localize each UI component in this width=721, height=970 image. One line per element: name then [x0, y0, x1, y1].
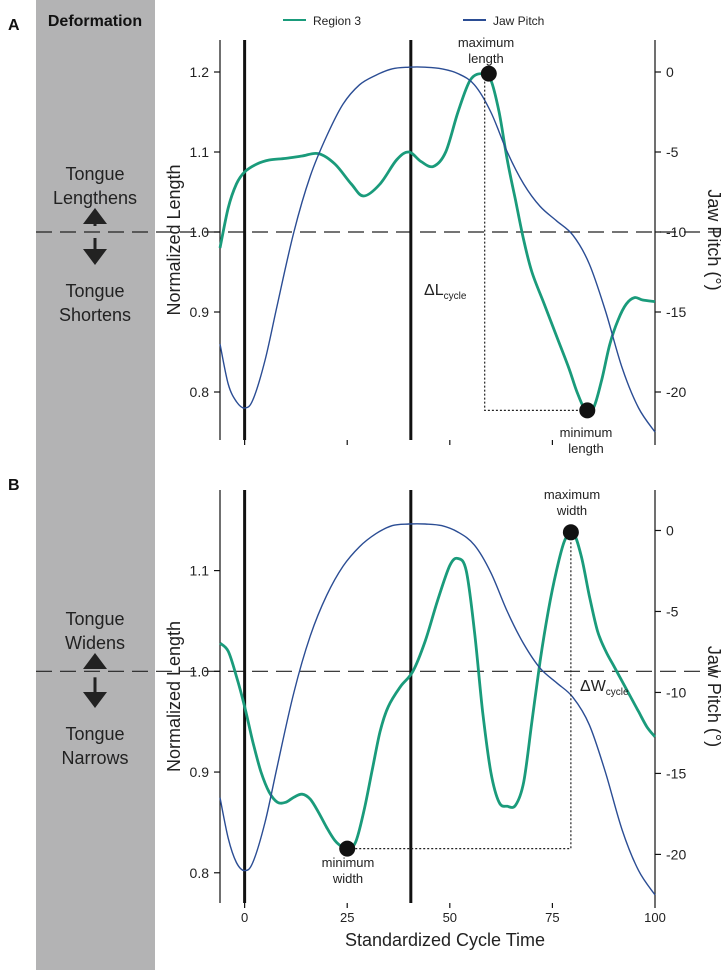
- x-tick-label: 0: [241, 910, 248, 925]
- y2-tick-label: -20: [666, 846, 686, 862]
- max-annotation-line: width: [556, 503, 587, 518]
- x-tick-label: 100: [644, 910, 666, 925]
- y-tick-label: 1.0: [190, 224, 210, 240]
- deformation-down-label: Tongue Narrows: [61, 724, 128, 768]
- y2-tick-label: 0: [666, 522, 674, 538]
- legend-label-jaw: Jaw Pitch: [493, 14, 544, 28]
- y2-tick-label: 0: [666, 64, 674, 80]
- series-jaw-pitch: [219, 66, 656, 433]
- max-marker: [480, 65, 497, 82]
- deformation-up-line: Tongue: [65, 609, 124, 629]
- arrow-down-icon: [83, 249, 107, 265]
- max-annotation-label: maximum width: [544, 487, 600, 518]
- deformation-up-label: Tongue Lengthens: [53, 164, 137, 208]
- delta-subscript: cycle: [606, 687, 629, 698]
- y2-tick-label: -5: [666, 603, 679, 619]
- delta-subscript: cycle: [444, 291, 467, 302]
- y-tick-label: 1.1: [190, 563, 210, 579]
- y-tick-label: 1.2: [190, 64, 210, 80]
- series-region-3: [218, 72, 656, 414]
- delta-label: ΔLcycle: [424, 282, 467, 302]
- min-annotation-line: width: [332, 871, 363, 886]
- panel-b: B Tongue Widens Tongue Narrows 0.8 0.9 1.0 1.1 0 -…: [8, 477, 721, 925]
- x-axis-label: Standardized Cycle Time: [345, 930, 545, 950]
- y-tick-label: 1.0: [190, 663, 210, 679]
- y-tick-label: 0.8: [190, 865, 210, 881]
- min-annotation-line: minimum: [560, 425, 613, 440]
- series-region-3: [219, 530, 657, 851]
- deformation-up-label: Tongue Widens: [65, 609, 125, 653]
- deformation-down-line: Tongue: [65, 724, 124, 744]
- max-annotation-line: maximum: [544, 487, 600, 502]
- min-annotation-line: minimum: [322, 855, 375, 870]
- deformation-down-line: Tongue: [65, 281, 124, 301]
- y2-axis-label: Jaw Pitch (°): [704, 646, 721, 747]
- y-tick-label: 0.9: [190, 304, 210, 320]
- y-axis-label: Normalized Length: [164, 164, 184, 315]
- deformation-down-label: Tongue Shortens: [59, 281, 131, 325]
- y2-tick-label: -5: [666, 144, 679, 160]
- y-tick-label: 0.8: [190, 384, 210, 400]
- deformation-down-line: Narrows: [61, 748, 128, 768]
- panel-label: B: [8, 477, 20, 494]
- y-tick-label: 0.9: [190, 764, 210, 780]
- y-tick-label: 1.1: [190, 144, 210, 160]
- y2-tick-label: -15: [666, 765, 686, 781]
- min-annotation-label: minimum length: [560, 425, 613, 456]
- delta-label: ΔWcycle: [580, 678, 629, 698]
- x-tick-label: 50: [443, 910, 457, 925]
- min-annotation-line: length: [568, 441, 603, 456]
- series-jaw-pitch: [219, 523, 656, 896]
- y2-tick-label: -20: [666, 384, 686, 400]
- deformation-up-line: Lengthens: [53, 188, 137, 208]
- arrow-down-icon: [83, 692, 107, 708]
- min-marker: [339, 840, 356, 857]
- y2-tick-label: -10: [666, 684, 686, 700]
- x-tick-label: 25: [340, 910, 354, 925]
- max-annotation-line: maximum: [458, 35, 514, 50]
- max-annotation-label: maximum length: [458, 35, 514, 66]
- deformation-up-line: Widens: [65, 633, 125, 653]
- max-annotation-line: length: [468, 51, 503, 66]
- y2-tick-label: -15: [666, 304, 686, 320]
- y-axis-label: Normalized Length: [164, 621, 184, 772]
- sidebar-title: Deformation: [48, 13, 142, 30]
- panel-label: A: [8, 17, 20, 34]
- x-tick-label: 75: [545, 910, 559, 925]
- delta-symbol: ΔL: [424, 282, 444, 299]
- legend-label-region: Region 3: [313, 14, 361, 28]
- arrow-up-icon: [83, 208, 107, 224]
- arrow-up-icon: [83, 653, 107, 669]
- y2-axis-label: Jaw Pitch (°): [704, 189, 721, 290]
- deformation-up-line: Tongue: [65, 164, 124, 184]
- panel-a: A Tongue Lengthens Tongue Shortens 0.8 0.9 1.0 1…: [8, 17, 721, 456]
- deformation-down-line: Shortens: [59, 305, 131, 325]
- min-marker: [579, 402, 596, 419]
- y2-tick-label: -10: [666, 224, 686, 240]
- delta-bracket: [484, 73, 588, 411]
- delta-symbol: ΔW: [580, 678, 607, 695]
- legend: Region 3 Jaw Pitch: [283, 14, 544, 28]
- min-annotation-label: minimum width: [322, 855, 375, 886]
- max-marker: [562, 524, 579, 541]
- deformation-sidebar: [36, 0, 155, 970]
